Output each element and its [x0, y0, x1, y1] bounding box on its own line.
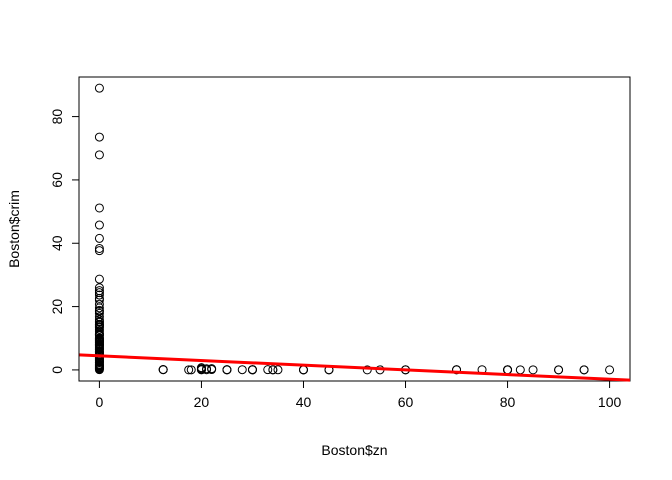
data-point — [605, 365, 615, 375]
y-tick-label: 40 — [49, 235, 65, 251]
data-point — [222, 365, 232, 375]
data-point — [94, 233, 104, 243]
x-tick-label: 40 — [296, 394, 312, 410]
data-point — [515, 365, 525, 375]
data-point — [263, 365, 273, 375]
x-axis: 0 20 40 60 80 100 — [96, 380, 622, 410]
x-tick-label: 20 — [194, 394, 210, 410]
data-point — [528, 365, 538, 375]
data-point — [273, 365, 283, 375]
data-point — [247, 365, 257, 375]
data-point — [94, 365, 104, 375]
data-point — [94, 132, 104, 142]
x-tick-label: 0 — [96, 394, 104, 410]
data-point — [207, 365, 217, 375]
regression-line — [78, 353, 631, 382]
data-point — [94, 290, 104, 300]
data-point — [202, 365, 212, 375]
data-point — [94, 150, 104, 160]
data-point — [94, 283, 104, 293]
data-point — [94, 274, 104, 284]
data-point — [503, 365, 513, 375]
data-point — [158, 365, 168, 375]
data-point — [452, 365, 462, 375]
data-point — [362, 365, 372, 375]
x-tick-label: 60 — [398, 394, 414, 410]
y-axis: 0 20 40 60 80 — [49, 109, 80, 374]
y-axis-title: Boston$crim — [6, 190, 22, 268]
data-point — [554, 365, 564, 375]
data-point — [94, 83, 104, 93]
data-point — [94, 299, 104, 309]
data-point — [298, 365, 308, 375]
data-point — [94, 203, 104, 213]
data-point — [94, 243, 104, 253]
data-point — [237, 365, 247, 375]
y-tick-label: 80 — [49, 109, 65, 125]
x-axis-title: Boston$zn — [321, 442, 387, 458]
x-tick-label: 80 — [500, 394, 516, 410]
data-point — [268, 365, 278, 375]
x-tick-label: 100 — [598, 394, 622, 410]
data-point — [94, 288, 104, 298]
plot-frame — [78, 76, 631, 382]
data-point — [184, 365, 194, 375]
data-point — [94, 303, 104, 313]
y-tick-label: 60 — [49, 172, 65, 188]
y-tick-label: 0 — [49, 366, 65, 374]
data-point — [579, 365, 589, 375]
data-point — [94, 246, 104, 256]
data-point — [186, 365, 196, 375]
data-point — [94, 220, 104, 230]
data-points — [94, 83, 615, 375]
y-tick-label: 20 — [49, 299, 65, 315]
data-point — [196, 365, 206, 375]
